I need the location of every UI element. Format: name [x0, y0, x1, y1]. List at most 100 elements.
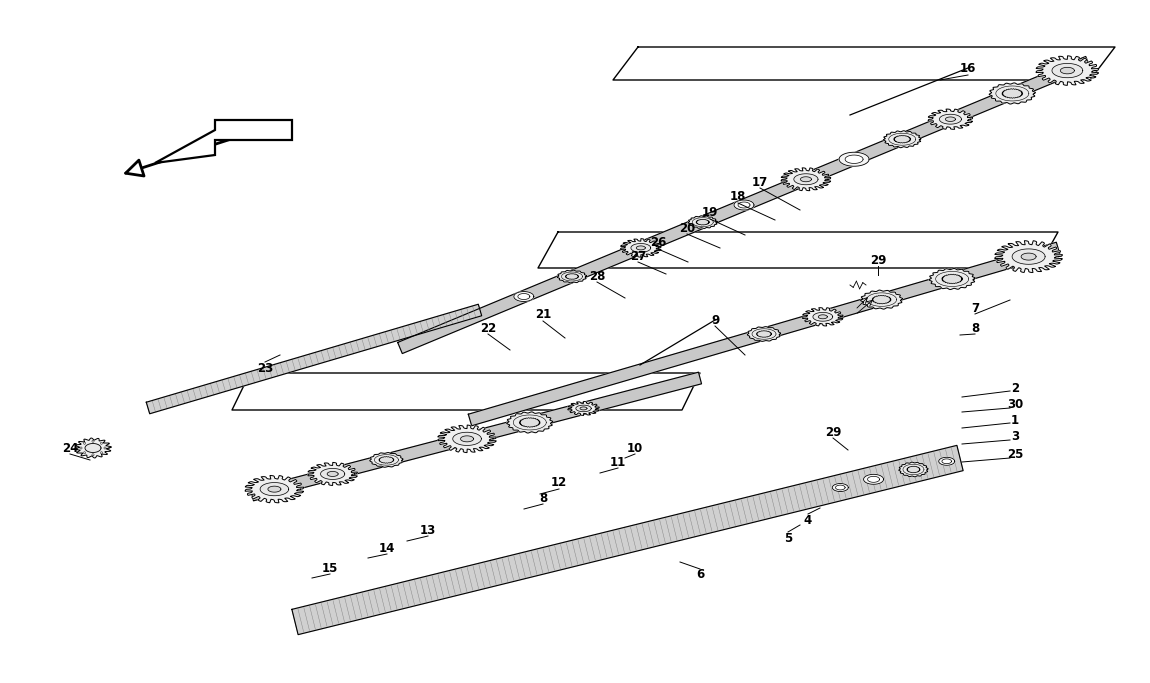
Text: 8: 8 — [539, 492, 547, 505]
Polygon shape — [568, 402, 599, 415]
Polygon shape — [1012, 249, 1045, 264]
Polygon shape — [748, 326, 781, 342]
Polygon shape — [631, 244, 651, 252]
Polygon shape — [621, 238, 661, 257]
Polygon shape — [518, 294, 530, 300]
Polygon shape — [1052, 64, 1083, 78]
Polygon shape — [576, 405, 591, 412]
Text: 8: 8 — [971, 322, 979, 335]
Polygon shape — [268, 486, 281, 492]
Polygon shape — [468, 242, 1059, 426]
Polygon shape — [860, 290, 903, 309]
Polygon shape — [883, 130, 921, 148]
Polygon shape — [398, 57, 1090, 354]
Text: 24: 24 — [62, 441, 78, 454]
Polygon shape — [327, 471, 338, 477]
Polygon shape — [734, 200, 754, 210]
Polygon shape — [819, 315, 827, 319]
Polygon shape — [813, 312, 833, 321]
Polygon shape — [928, 109, 973, 129]
Polygon shape — [929, 268, 975, 290]
Text: 7: 7 — [971, 301, 979, 314]
Text: 30: 30 — [1007, 398, 1024, 411]
Circle shape — [92, 440, 94, 443]
Polygon shape — [688, 216, 718, 229]
Polygon shape — [781, 168, 830, 191]
Polygon shape — [840, 152, 869, 166]
Polygon shape — [757, 331, 772, 337]
Polygon shape — [938, 458, 954, 465]
Text: 25: 25 — [1006, 449, 1024, 462]
Polygon shape — [942, 274, 963, 283]
Text: 26: 26 — [650, 236, 666, 249]
Polygon shape — [845, 155, 864, 163]
Polygon shape — [940, 114, 961, 124]
Circle shape — [100, 442, 102, 445]
Circle shape — [79, 447, 82, 449]
Polygon shape — [894, 135, 911, 143]
Polygon shape — [995, 240, 1063, 273]
Text: 22: 22 — [480, 322, 496, 335]
Polygon shape — [872, 295, 891, 304]
Text: 1: 1 — [1011, 413, 1019, 426]
Text: 17: 17 — [752, 176, 768, 189]
Polygon shape — [989, 83, 1035, 104]
Text: 13: 13 — [420, 523, 436, 537]
Polygon shape — [251, 372, 702, 501]
Text: 6: 6 — [696, 568, 704, 581]
Polygon shape — [438, 425, 497, 453]
Polygon shape — [793, 173, 818, 185]
Text: 5: 5 — [784, 531, 792, 544]
Circle shape — [84, 451, 85, 454]
Polygon shape — [800, 177, 812, 182]
Polygon shape — [833, 484, 849, 492]
Polygon shape — [520, 418, 540, 428]
Polygon shape — [696, 219, 710, 225]
Text: 10: 10 — [627, 441, 643, 454]
Polygon shape — [636, 246, 645, 250]
Text: 20: 20 — [678, 221, 695, 234]
Polygon shape — [803, 307, 843, 326]
Polygon shape — [566, 274, 578, 279]
Text: 15: 15 — [322, 561, 338, 574]
Text: 23: 23 — [256, 361, 274, 374]
Text: 29: 29 — [825, 426, 841, 438]
Polygon shape — [864, 474, 883, 484]
Polygon shape — [558, 270, 586, 283]
Polygon shape — [155, 120, 292, 163]
Text: 21: 21 — [535, 309, 551, 322]
Text: 11: 11 — [610, 456, 626, 469]
Polygon shape — [378, 456, 394, 463]
Polygon shape — [1036, 56, 1098, 85]
Text: 2: 2 — [1011, 382, 1019, 395]
Polygon shape — [507, 412, 553, 433]
Polygon shape — [1002, 89, 1022, 98]
Polygon shape — [369, 453, 404, 467]
Text: 4: 4 — [804, 514, 812, 527]
Polygon shape — [836, 485, 845, 490]
Text: 14: 14 — [378, 542, 396, 555]
Polygon shape — [85, 443, 101, 453]
Polygon shape — [308, 462, 358, 486]
Polygon shape — [292, 445, 963, 635]
Text: 19: 19 — [702, 206, 719, 219]
Polygon shape — [514, 292, 534, 301]
Polygon shape — [580, 407, 586, 410]
Circle shape — [100, 451, 102, 454]
Text: 16: 16 — [960, 61, 976, 74]
Polygon shape — [1060, 68, 1074, 74]
Text: 28: 28 — [589, 270, 605, 283]
Polygon shape — [942, 459, 951, 464]
Circle shape — [104, 447, 106, 449]
Circle shape — [84, 442, 85, 445]
Polygon shape — [907, 466, 920, 473]
Polygon shape — [146, 304, 482, 414]
Polygon shape — [460, 436, 474, 442]
Polygon shape — [898, 462, 928, 477]
Text: 27: 27 — [630, 249, 646, 262]
Text: 12: 12 — [551, 477, 567, 490]
Polygon shape — [738, 202, 750, 208]
Polygon shape — [453, 432, 482, 445]
Circle shape — [92, 454, 94, 456]
Polygon shape — [321, 469, 345, 479]
